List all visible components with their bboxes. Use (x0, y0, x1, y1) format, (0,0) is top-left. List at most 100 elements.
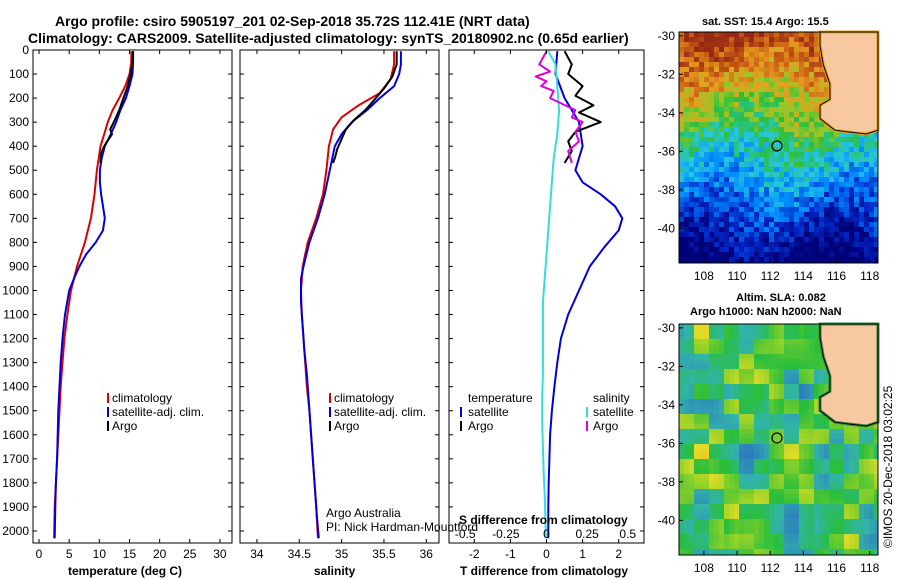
map-cell (689, 122, 694, 127)
map-cell (724, 329, 729, 334)
map-cell (719, 227, 724, 232)
series-line-climatology (300, 51, 396, 539)
map-cell (789, 549, 794, 554)
map-cell (874, 459, 878, 464)
map-cell (849, 147, 854, 152)
map-cell (729, 329, 734, 334)
map-cell (734, 77, 739, 82)
map-cell (759, 187, 764, 192)
map-cell (759, 374, 764, 379)
map-cell (709, 429, 714, 434)
map-cell (754, 364, 759, 369)
map-cell (819, 82, 824, 87)
map-cell (869, 514, 874, 519)
map-cell (764, 77, 769, 82)
map-cell (874, 207, 878, 212)
map-cell (789, 434, 794, 439)
map-cell (779, 157, 784, 162)
map-cell (724, 227, 729, 232)
map-cell (739, 524, 744, 529)
map-cell (779, 117, 784, 122)
map-cell (764, 449, 769, 454)
map-cell (864, 157, 869, 162)
map-cell (694, 187, 699, 192)
map-cell (719, 549, 724, 554)
map-cell (764, 384, 769, 389)
map-cell (859, 544, 864, 549)
depth-tick-label: 1500 (2, 404, 29, 418)
map-cell (814, 232, 819, 237)
map-cell (704, 494, 709, 499)
figure-title-line1: Argo profile: csiro 5905197_201 02-Sep-2… (55, 13, 530, 29)
map-cell (749, 227, 754, 232)
map-cell (784, 112, 789, 117)
map-cell (864, 459, 869, 464)
map-cell (769, 67, 774, 72)
map-cell (794, 514, 799, 519)
map-cell (754, 489, 759, 494)
map-cell (739, 384, 744, 389)
map-cell (819, 474, 824, 479)
map-cell (734, 212, 739, 217)
map-cell (734, 82, 739, 87)
map-cell (829, 167, 834, 172)
map-cell (869, 524, 874, 529)
map-cell (699, 172, 704, 177)
map-cell (874, 524, 878, 529)
map-cell (714, 524, 719, 529)
map-cell (749, 152, 754, 157)
sla-map (679, 322, 880, 555)
map-cell (779, 147, 784, 152)
depth-tick-label: 200 (9, 91, 29, 105)
map-cell (739, 414, 744, 419)
map-cell (704, 449, 709, 454)
map-cell (729, 177, 734, 182)
map-cell (794, 394, 799, 399)
map-cell (759, 67, 764, 72)
map-cell (689, 474, 694, 479)
map-cell (749, 82, 754, 87)
map-cell (844, 257, 849, 262)
map-cell (824, 257, 829, 262)
map-cell (709, 539, 714, 544)
map-cell (774, 57, 779, 62)
map-cell (804, 207, 809, 212)
map-cell (739, 217, 744, 222)
map-cell (824, 449, 829, 454)
map-cell (774, 439, 779, 444)
map-cell (864, 252, 869, 257)
map-cell (679, 87, 684, 92)
map-cell (719, 217, 724, 222)
map-cell (809, 454, 814, 459)
map-cell (714, 399, 719, 404)
map-cell (744, 247, 749, 252)
map-cell (704, 192, 709, 197)
map-cell (709, 389, 714, 394)
map-cell (759, 137, 764, 142)
map-cell (784, 364, 789, 369)
map-cell (704, 439, 709, 444)
map-cell (679, 429, 684, 434)
map-cell (704, 162, 709, 167)
map-cell (779, 489, 784, 494)
map-cell (779, 349, 784, 354)
lon-tick-label: 114 (794, 269, 813, 283)
map-cell (764, 479, 769, 484)
map-cell (824, 469, 829, 474)
map-cell (689, 47, 694, 52)
map-cell (774, 364, 779, 369)
map-cell (754, 217, 759, 222)
map-cell (714, 454, 719, 459)
map-cell (759, 364, 764, 369)
map-cell (784, 152, 789, 157)
map-cell (694, 47, 699, 52)
map-cell (854, 187, 859, 192)
map-cell (804, 404, 809, 409)
map-cell (694, 539, 699, 544)
map-cell (689, 42, 694, 47)
map-cell (714, 62, 719, 67)
map-cell (864, 519, 869, 524)
map-cell (769, 177, 774, 182)
map-cell (694, 87, 699, 92)
